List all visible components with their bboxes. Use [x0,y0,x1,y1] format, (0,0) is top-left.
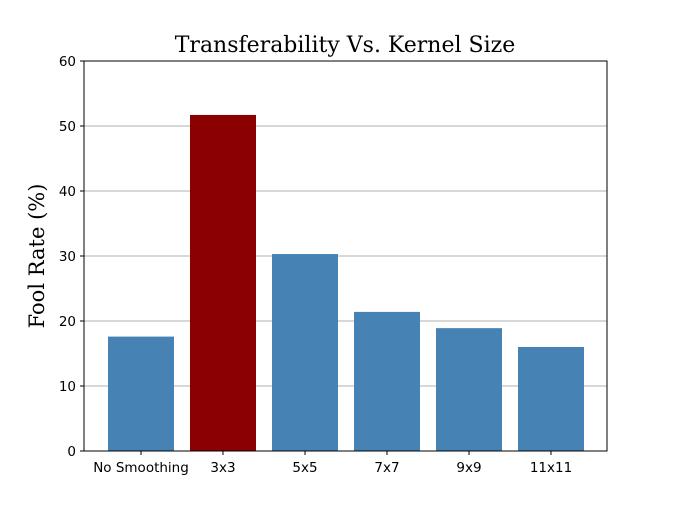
y-tick-label: 10 [59,379,76,395]
bars [108,114,584,451]
y-tick-label: 20 [59,314,76,330]
x-tick-label: No Smoothing [93,460,189,476]
bar-5x5 [272,254,338,451]
x-axis-ticks: No Smoothing 3x3 5x5 7x7 9x9 11x11 [93,451,572,476]
chart-title: Transferability Vs. Kernel Size [175,33,516,58]
y-tick-label: 30 [59,249,76,265]
y-axis-ticks: 0 10 20 30 40 50 60 [59,54,84,460]
bar-no-smoothing [108,336,174,451]
x-tick-label: 3x3 [210,460,235,476]
y-tick-label: 40 [59,184,76,200]
x-tick-label: 5x5 [292,460,317,476]
y-tick-label: 0 [67,444,76,460]
y-tick-label: 50 [59,119,76,135]
y-tick-label: 60 [59,54,76,70]
bar-11x11 [518,347,584,451]
x-tick-label: 11x11 [530,460,572,476]
bar-9x9 [436,328,502,451]
y-axis-label: Fool Rate (%) [25,184,49,329]
x-tick-label: 9x9 [456,460,481,476]
x-tick-label: 7x7 [374,460,399,476]
bar-3x3 [190,114,256,451]
bar-7x7 [354,311,420,451]
